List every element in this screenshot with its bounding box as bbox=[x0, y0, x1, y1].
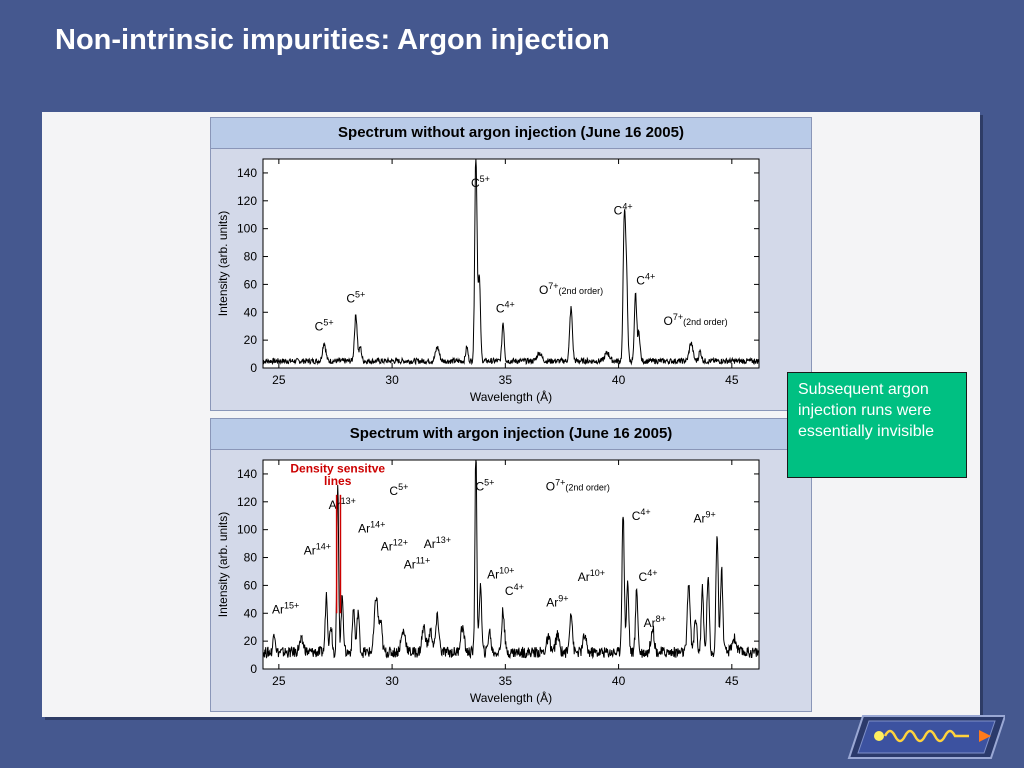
y-tick-label: 60 bbox=[244, 277, 258, 291]
density-label: lines bbox=[324, 474, 352, 488]
x-tick-label: 40 bbox=[612, 674, 626, 688]
spectrum-line bbox=[262, 158, 759, 366]
peak-label: Ar10+ bbox=[578, 568, 605, 584]
peak-label: Ar15+ bbox=[272, 600, 299, 616]
y-tick-label: 20 bbox=[244, 333, 258, 347]
spectrum-panel-without-argon: Spectrum without argon injection (June 1… bbox=[210, 117, 812, 411]
density-label: Density sensitve bbox=[290, 462, 385, 476]
y-tick-label: 100 bbox=[237, 523, 257, 537]
spectrum-line bbox=[262, 459, 759, 660]
peak-label: C4+ bbox=[639, 568, 658, 584]
x-axis-label: Wavelength (Å) bbox=[470, 690, 552, 705]
peak-label: C5+ bbox=[315, 317, 334, 333]
peak-label: Ar10+ bbox=[487, 565, 514, 581]
x-tick-label: 30 bbox=[385, 674, 399, 688]
y-tick-label: 80 bbox=[244, 250, 258, 264]
peak-label: C4+ bbox=[636, 271, 655, 287]
x-tick-label: 30 bbox=[385, 373, 399, 387]
chart-title: Spectrum with argon injection (June 16 2… bbox=[211, 419, 811, 450]
x-tick-label: 25 bbox=[272, 373, 286, 387]
x-tick-label: 45 bbox=[725, 674, 739, 688]
y-tick-label: 40 bbox=[244, 305, 258, 319]
peak-label: O7+(2nd order) bbox=[664, 312, 728, 328]
peak-label: C5+ bbox=[346, 290, 365, 306]
peak-label: C5+ bbox=[389, 482, 408, 498]
wave-logo-icon bbox=[847, 715, 1005, 759]
y-tick-label: 0 bbox=[250, 662, 257, 676]
plot-frame bbox=[262, 158, 760, 369]
x-tick-label: 35 bbox=[499, 373, 513, 387]
peak-label: Ar8+ bbox=[644, 614, 666, 630]
spectrum-chart-without-argon: 0 20 40 60 80 100 120 140 25 30 35 40 45 Wavelength (… bbox=[216, 158, 760, 404]
peak-label: C5+ bbox=[471, 174, 490, 190]
x-axis-label: Wavelength (Å) bbox=[470, 389, 552, 404]
y-tick-label: 120 bbox=[237, 495, 257, 509]
plot-frame bbox=[262, 459, 760, 670]
x-tick-label: 25 bbox=[272, 674, 286, 688]
spectrum-panel-with-argon: Spectrum with argon injection (June 16 2… bbox=[210, 418, 812, 712]
y-tick-label: 140 bbox=[237, 166, 257, 180]
y-axis-label: Intensity (arb. units) bbox=[216, 512, 230, 617]
spectrum-chart-with-argon: 0 20 40 60 80 100 120 140 25 30 35 40 45 Wavelength (… bbox=[216, 459, 760, 705]
peak-label: C4+ bbox=[632, 507, 651, 523]
y-tick-label: 80 bbox=[244, 551, 258, 565]
y-tick-label: 140 bbox=[237, 467, 257, 481]
peak-label: Ar9+ bbox=[694, 510, 716, 526]
peak-label: C4+ bbox=[505, 582, 524, 598]
peak-label: Ar14+ bbox=[358, 519, 385, 535]
y-tick-label: 100 bbox=[237, 222, 257, 236]
y-axis-label: Intensity (arb. units) bbox=[216, 211, 230, 316]
y-tick-label: 60 bbox=[244, 578, 258, 592]
peak-label: Ar11+ bbox=[404, 556, 431, 572]
note-box: Subsequent argon injection runs were ess… bbox=[787, 372, 967, 478]
peak-label: C5+ bbox=[475, 478, 494, 494]
y-tick-label: 120 bbox=[237, 194, 257, 208]
x-tick-label: 40 bbox=[612, 373, 626, 387]
x-tick-label: 35 bbox=[499, 674, 513, 688]
peak-label: Ar13+ bbox=[424, 535, 451, 551]
slide-title: Non-intrinsic impurities: Argon injectio… bbox=[55, 24, 610, 56]
y-tick-label: 0 bbox=[250, 361, 257, 375]
peak-label: Ar12+ bbox=[381, 538, 408, 554]
x-tick-label: 45 bbox=[725, 373, 739, 387]
y-tick-label: 20 bbox=[244, 634, 258, 648]
peak-label: C4+ bbox=[614, 202, 633, 218]
peak-label: O7+(2nd order) bbox=[546, 478, 610, 494]
peak-label: O7+(2nd order) bbox=[539, 281, 603, 297]
chart-title: Spectrum without argon injection (June 1… bbox=[211, 118, 811, 149]
y-tick-label: 40 bbox=[244, 606, 258, 620]
peak-label: Ar9+ bbox=[546, 593, 568, 609]
peak-label: Ar13+ bbox=[329, 496, 356, 512]
peak-label: Ar14+ bbox=[304, 542, 331, 558]
peak-label: C4+ bbox=[496, 299, 515, 315]
